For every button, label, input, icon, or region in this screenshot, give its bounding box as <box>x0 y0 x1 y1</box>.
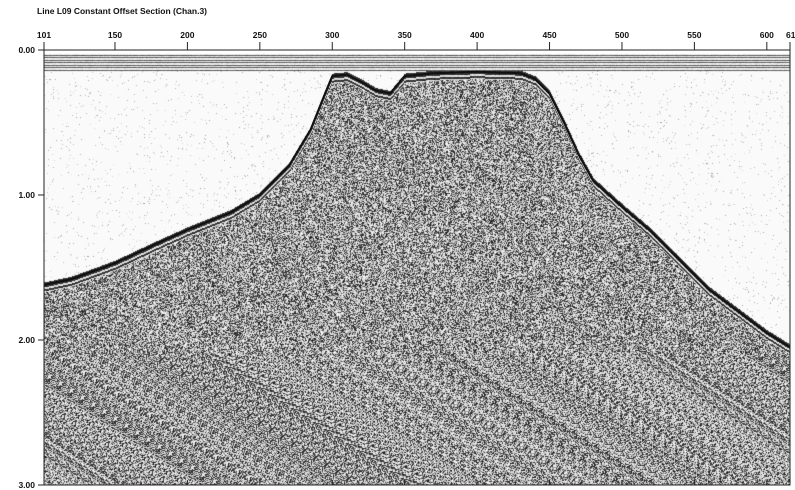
plot-frame <box>43 49 791 486</box>
x-tick-label: 350 <box>398 30 412 40</box>
x-tick-label: 616 <box>786 30 795 40</box>
x-tick-label: 400 <box>470 30 484 40</box>
x-tick-label: 600 <box>760 30 774 40</box>
x-tick-label: 300 <box>325 30 339 40</box>
x-tick-label: 500 <box>615 30 629 40</box>
y-tick-label: 2.00 <box>18 335 35 345</box>
seismic-amplitude-image <box>44 50 790 485</box>
chart-title: Line L09 Constant Offset Section (Chan.3… <box>37 6 208 16</box>
x-tick-label: 200 <box>180 30 194 40</box>
seafloor-horizon-line <box>43 70 791 349</box>
y-tick-label: 3.00 <box>18 480 35 490</box>
x-tick-label: 450 <box>542 30 556 40</box>
x-tick-label: 150 <box>108 30 122 40</box>
x-tick-label: 250 <box>253 30 267 40</box>
x-tick-label: 550 <box>687 30 701 40</box>
y-tick-label: 1.00 <box>18 190 35 200</box>
x-tick-label: 101 <box>37 30 51 40</box>
y-tick-label: 0.00 <box>18 45 35 55</box>
